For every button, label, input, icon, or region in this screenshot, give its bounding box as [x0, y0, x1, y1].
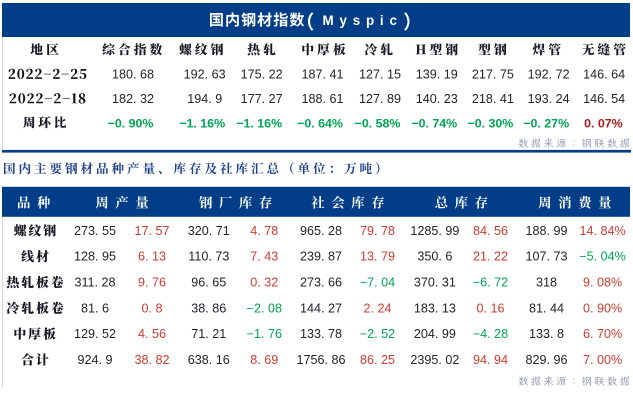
svg-text:177. 27: 177. 27 [241, 92, 283, 106]
svg-text:0. 32: 0. 32 [250, 276, 278, 290]
svg-text:217. 75: 217. 75 [472, 68, 514, 82]
svg-text:−0. 64%: −0. 64% [297, 117, 343, 131]
svg-text:140. 23: 140. 23 [416, 92, 458, 106]
svg-text:350. 6: 350. 6 [417, 250, 452, 264]
svg-text:86. 25: 86. 25 [360, 353, 395, 367]
svg-text:0. 07%: 0. 07% [584, 117, 623, 131]
svg-text:188. 61: 188. 61 [301, 92, 343, 106]
svg-text:2. 24: 2. 24 [363, 301, 391, 315]
svg-text:318: 318 [536, 276, 557, 290]
svg-text:638. 16: 638. 16 [188, 353, 230, 367]
svg-text:21. 22: 21. 22 [473, 250, 508, 264]
svg-text:81. 44: 81. 44 [529, 301, 564, 315]
svg-text:8. 69: 8. 69 [250, 353, 278, 367]
svg-text:−0. 30%: −0. 30% [467, 117, 513, 131]
svg-text:110. 73: 110. 73 [188, 250, 229, 264]
svg-text:−1. 16%: −1. 16% [236, 117, 282, 131]
svg-text:−7. 04: −7. 04 [360, 276, 395, 290]
svg-text:129. 52: 129. 52 [74, 327, 116, 341]
svg-text:965. 28: 965. 28 [300, 224, 342, 238]
svg-text:71. 21: 71. 21 [191, 327, 226, 341]
svg-text:194. 9: 194. 9 [187, 92, 222, 106]
svg-text:146. 54: 146. 54 [583, 92, 625, 106]
svg-text:192. 63: 192. 63 [184, 68, 226, 82]
svg-text:273. 66: 273. 66 [300, 276, 342, 290]
svg-text:4. 78: 4. 78 [250, 224, 278, 238]
svg-text:183. 13: 183. 13 [414, 301, 456, 315]
svg-text:0. 8: 0. 8 [141, 301, 162, 315]
svg-text:17. 57: 17. 57 [134, 224, 169, 238]
svg-text:7. 43: 7. 43 [250, 250, 278, 264]
svg-text:218. 41: 218. 41 [472, 92, 514, 106]
svg-text:193. 24: 193. 24 [528, 92, 570, 106]
svg-text:1285. 99: 1285. 99 [410, 224, 459, 238]
svg-text:38. 82: 38. 82 [134, 353, 169, 367]
svg-text:2395. 02: 2395. 02 [410, 353, 459, 367]
svg-text:128. 95: 128. 95 [74, 250, 116, 264]
svg-text:−5. 04%: −5. 04% [579, 250, 626, 264]
svg-text:13. 79: 13. 79 [360, 250, 395, 264]
svg-text:204. 99: 204. 99 [414, 327, 456, 341]
svg-text:175. 22: 175. 22 [241, 68, 283, 82]
svg-text:0. 90%: 0. 90% [583, 301, 622, 315]
svg-text:133. 78: 133. 78 [300, 327, 342, 341]
svg-text:924. 9: 924. 9 [77, 353, 112, 367]
svg-text:127. 89: 127. 89 [359, 92, 401, 106]
svg-text:6. 13: 6. 13 [138, 250, 166, 264]
svg-text:−1. 76: −1. 76 [247, 327, 282, 341]
svg-text:187. 41: 187. 41 [301, 68, 343, 82]
svg-text:139. 19: 139. 19 [416, 68, 458, 82]
svg-text:38. 86: 38. 86 [191, 301, 226, 315]
svg-text:84. 56: 84. 56 [473, 224, 508, 238]
svg-text:180. 68: 180. 68 [112, 68, 154, 82]
svg-text:−0. 27%: −0. 27% [523, 117, 569, 131]
svg-text:127. 15: 127. 15 [359, 68, 401, 82]
svg-text:370. 31: 370. 31 [414, 276, 456, 290]
svg-text:−4. 28: −4. 28 [473, 327, 508, 341]
svg-text:79. 78: 79. 78 [360, 224, 395, 238]
svg-text:−6. 72: −6. 72 [473, 276, 508, 290]
svg-text:188. 99: 188. 99 [525, 224, 567, 238]
svg-text:829. 96: 829. 96 [525, 353, 567, 367]
svg-text:96. 65: 96. 65 [191, 276, 226, 290]
svg-text:14. 84%: 14. 84% [579, 224, 625, 238]
svg-text:146. 64: 146. 64 [583, 68, 625, 82]
svg-text:Myspic: Myspic [323, 13, 403, 28]
svg-text:192. 72: 192. 72 [528, 68, 570, 82]
svg-text:311. 28: 311. 28 [74, 276, 115, 290]
svg-text:−0. 58%: −0. 58% [355, 117, 401, 131]
svg-text:7. 00%: 7. 00% [583, 353, 622, 367]
svg-text:−0. 74%: −0. 74% [411, 117, 457, 131]
svg-text:320. 71: 320. 71 [188, 224, 230, 238]
svg-text:−0. 90%: −0. 90% [108, 117, 154, 131]
svg-text:9. 76: 9. 76 [138, 276, 166, 290]
svg-text:273. 55: 273. 55 [74, 224, 116, 238]
svg-text:1756. 86: 1756. 86 [296, 353, 345, 367]
svg-text:4. 56: 4. 56 [138, 327, 166, 341]
svg-text:144. 27: 144. 27 [300, 301, 342, 315]
svg-text:182. 32: 182. 32 [112, 92, 154, 106]
svg-text:133. 8: 133. 8 [529, 327, 564, 341]
svg-text:107. 73: 107. 73 [525, 250, 567, 264]
svg-text:81. 6: 81. 6 [81, 301, 109, 315]
svg-text:−2. 08: −2. 08 [247, 301, 282, 315]
svg-text:−1. 16%: −1. 16% [179, 117, 225, 131]
svg-text:0. 16: 0. 16 [476, 301, 504, 315]
svg-text:239. 87: 239. 87 [300, 250, 342, 264]
svg-text:6. 70%: 6. 70% [583, 327, 622, 341]
svg-text:9. 08%: 9. 08% [583, 276, 622, 290]
svg-text:−2. 52: −2. 52 [360, 327, 395, 341]
svg-text:94. 94: 94. 94 [473, 353, 508, 367]
